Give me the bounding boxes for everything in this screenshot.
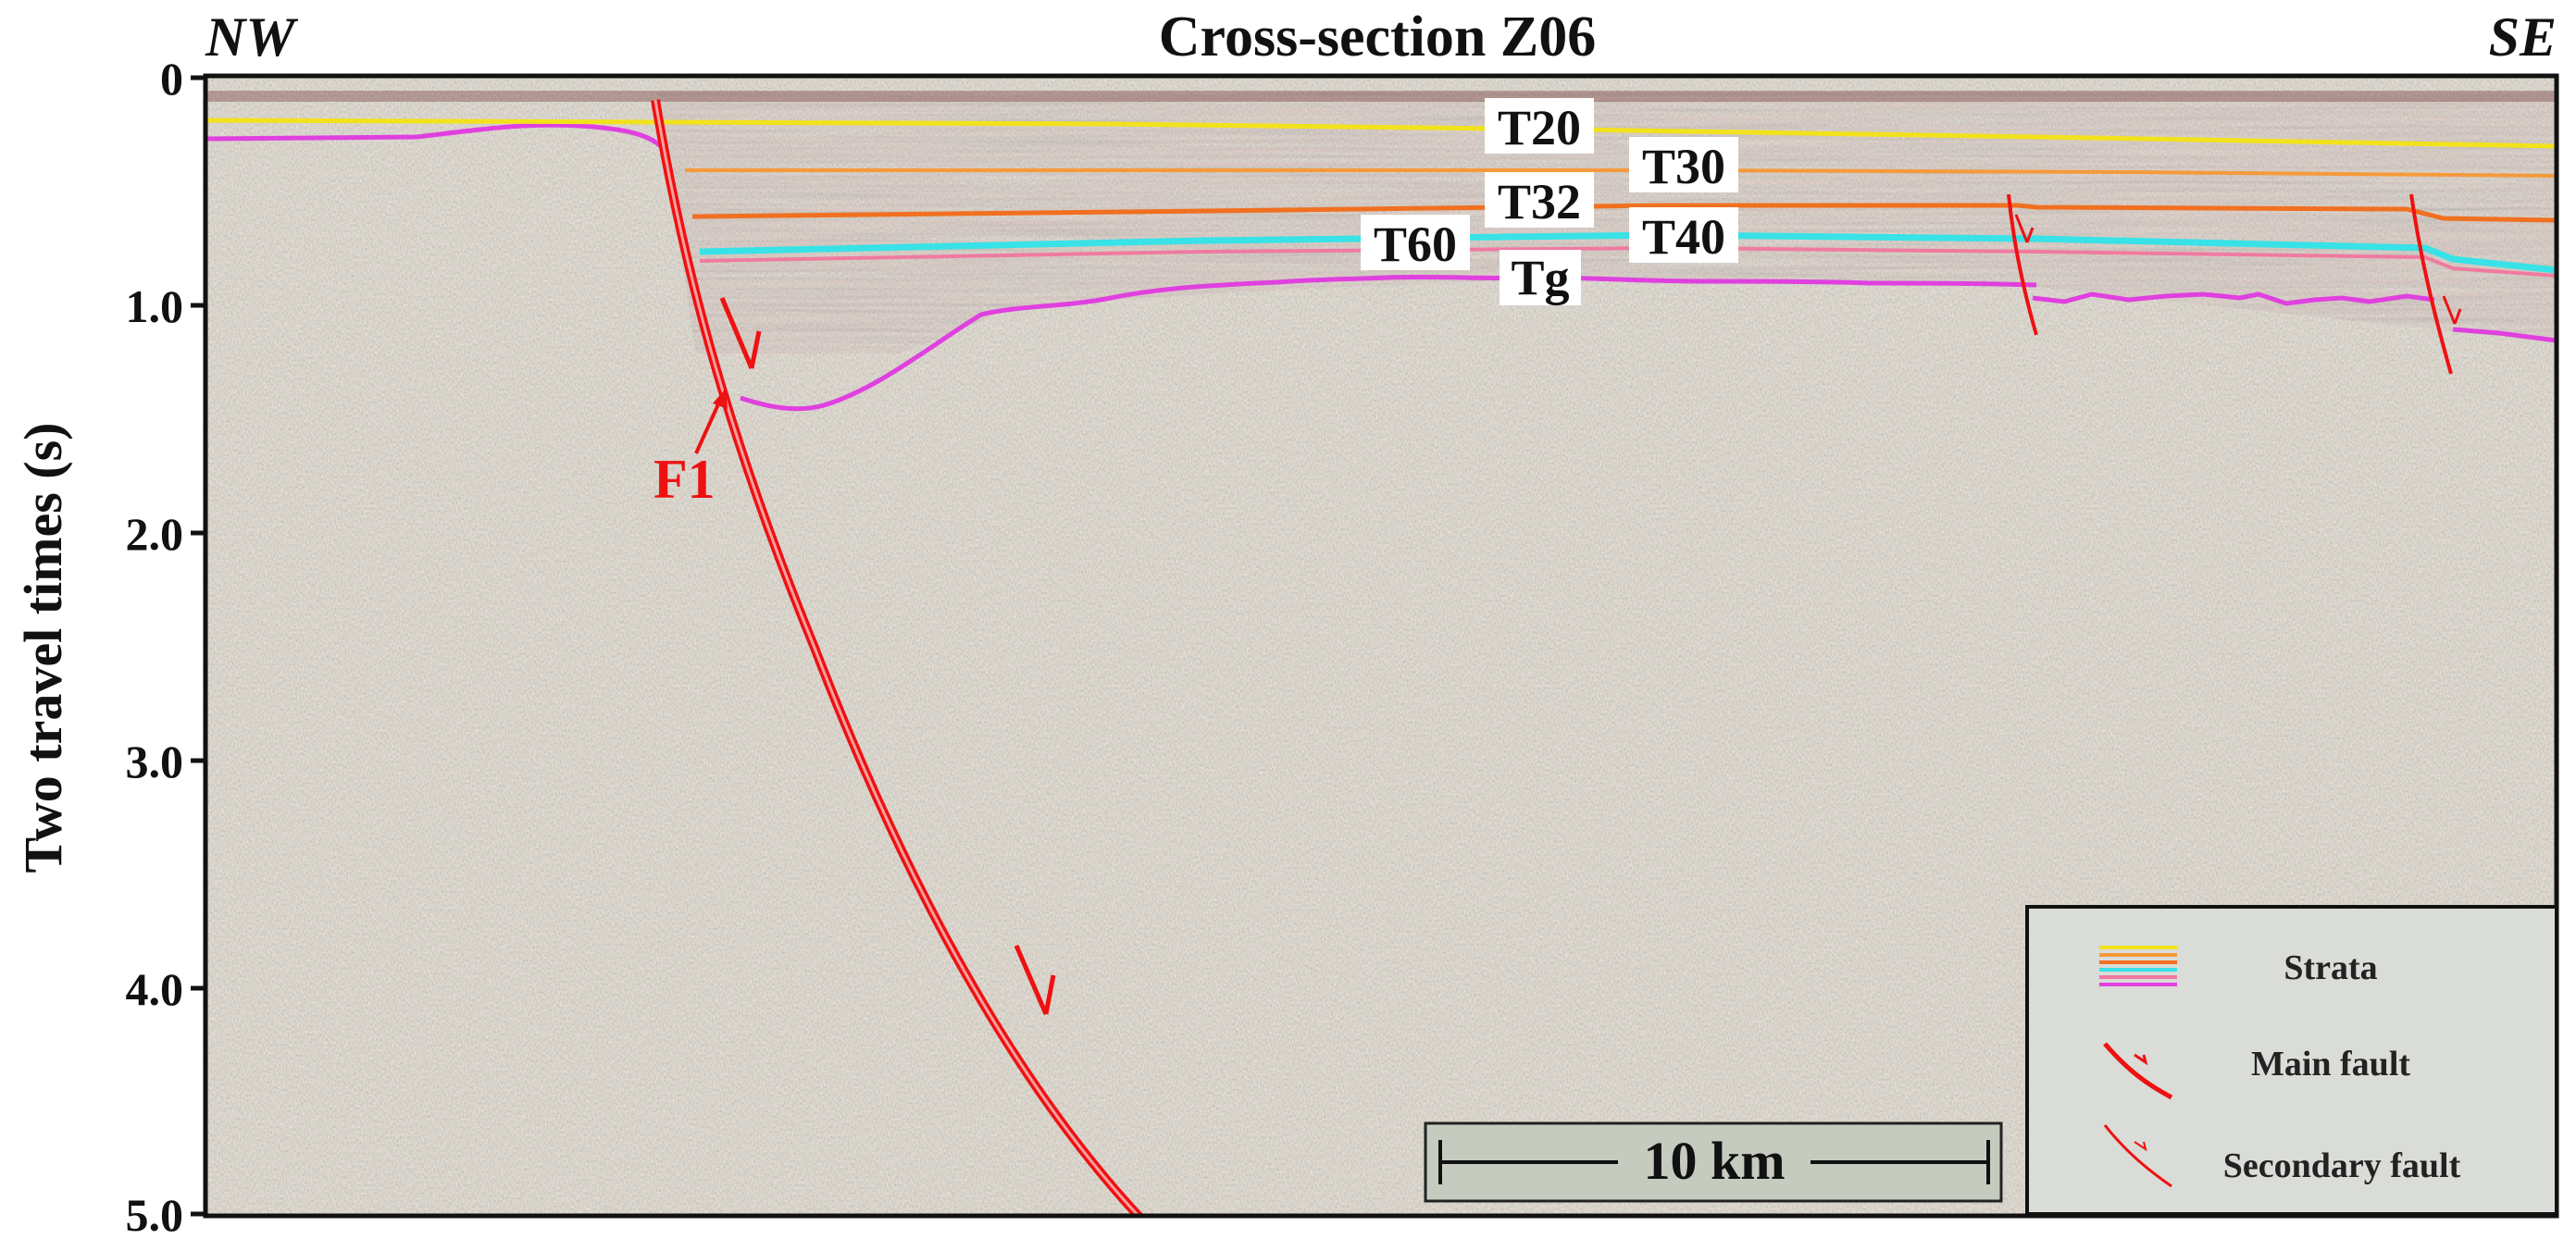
horizon-t32-line <box>691 203 2557 223</box>
y-tick-label: 2.0 <box>126 508 184 560</box>
scale-bar-label: 10 km <box>1643 1131 1785 1191</box>
arrow-down-icon <box>2442 295 2462 325</box>
horizon-t20-line <box>205 118 2557 149</box>
secondary-fault-icon <box>2103 1124 2172 1188</box>
horizon-tg-basin-line <box>740 274 2557 412</box>
faults <box>651 99 2453 1216</box>
y-tick-label: 3.0 <box>126 736 184 787</box>
horizon-label-t20: T20 <box>1498 100 1581 155</box>
horizon-t40-line <box>699 245 2557 278</box>
horizon-labels: T20 T30 T32 T40 T60 Tg <box>1361 98 1738 305</box>
y-tick-label: 0 <box>160 53 183 105</box>
direction-nw-label: NW <box>205 6 298 68</box>
y-axis <box>191 75 205 1217</box>
secondary-fault-1-line <box>2007 193 2038 336</box>
horizon-label-t40: T40 <box>1642 209 1725 265</box>
fault-arrows <box>694 214 2462 1015</box>
arrow-head-icon <box>713 389 728 409</box>
y-tick-label: 4.0 <box>126 963 184 1015</box>
figure-title: Cross-section Z06 <box>1159 6 1596 68</box>
main-fault-f1-line-core <box>653 99 1140 1216</box>
legend-label-strata: Strata <box>2284 948 2377 987</box>
direction-se-label: SE <box>2489 6 2557 68</box>
f1-pointer-arrow <box>694 395 724 454</box>
y-tick-label: 5.0 <box>126 1189 184 1241</box>
y-tick-label: 1.0 <box>126 280 184 332</box>
scale-bar: 10 km <box>1424 1121 2003 1203</box>
fault-label-f1: F1 <box>653 449 716 510</box>
plot-frame <box>203 73 2559 1219</box>
strata-lines-icon <box>2099 946 2177 986</box>
y-axis-label: Two travel times (s) <box>13 423 73 873</box>
legend: Strata Main fault Secondary fault <box>2025 905 2558 1216</box>
arrow-down-icon <box>719 297 762 369</box>
horizon-label-t30: T30 <box>1642 139 1725 194</box>
y-tick-labels: 0 1.0 2.0 3.0 4.0 5.0 <box>126 53 184 1241</box>
arrow-down-icon <box>1014 945 1056 1015</box>
legend-label-main-fault: Main fault <box>2251 1045 2410 1084</box>
horizon-t60-line <box>699 231 2557 274</box>
horizon-label-tg: Tg <box>1511 250 1569 305</box>
horizon-label-t32: T32 <box>1498 174 1581 229</box>
secondary-fault-2-line <box>2409 193 2453 375</box>
arrow-down-icon <box>2014 214 2035 243</box>
main-fault-icon <box>2103 1042 2173 1100</box>
horizon-tg-line <box>205 122 663 148</box>
legend-label-secondary-fault: Secondary fault <box>2223 1146 2461 1185</box>
horizon-label-t60: T60 <box>1374 217 1457 272</box>
